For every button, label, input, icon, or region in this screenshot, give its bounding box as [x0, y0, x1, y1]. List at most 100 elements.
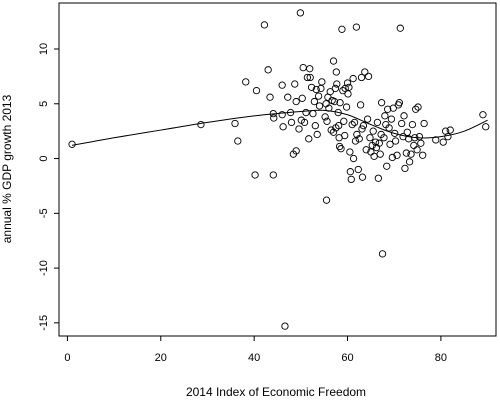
x-tick-label: 60 [341, 352, 353, 364]
data-point [482, 123, 490, 131]
data-point [68, 140, 76, 148]
data-point [393, 151, 401, 159]
data-point [242, 78, 250, 86]
data-point [403, 128, 411, 136]
data-points [68, 9, 490, 330]
data-point [420, 119, 428, 128]
data-point [369, 127, 377, 135]
x-tick-label: 80 [435, 352, 447, 364]
y-tick-label: -10 [38, 260, 50, 276]
data-point [386, 140, 394, 148]
data-point [298, 94, 306, 102]
data-point [311, 122, 319, 130]
data-point [432, 136, 440, 144]
data-point [439, 138, 447, 146]
data-point [339, 86, 347, 95]
data-point [351, 137, 360, 145]
data-point [391, 129, 399, 138]
data-point [363, 115, 372, 123]
data-point [419, 151, 427, 159]
data-point [366, 134, 374, 142]
data-point [338, 25, 346, 33]
data-point [346, 168, 354, 176]
y-axis: -15 -10 -5 0 5 10 [38, 43, 59, 331]
data-point [315, 102, 324, 110]
data-point [377, 99, 386, 107]
y-tick-label: -15 [38, 315, 50, 331]
data-point [401, 164, 409, 173]
data-point [359, 122, 368, 130]
data-point [348, 120, 356, 129]
data-point [331, 84, 340, 93]
data-point [413, 146, 421, 154]
data-point [417, 139, 425, 147]
data-point [358, 173, 367, 181]
data-point [321, 113, 329, 121]
data-point [197, 120, 205, 129]
data-point [306, 73, 314, 82]
data-point [384, 105, 392, 113]
data-point [355, 135, 363, 143]
data-point [300, 118, 309, 127]
data-point [284, 93, 292, 101]
data-point [374, 174, 382, 182]
data-point [410, 141, 418, 150]
data-point [479, 111, 487, 119]
data-point [292, 147, 300, 155]
data-point [398, 119, 406, 128]
data-point [364, 72, 373, 81]
data-point [292, 97, 300, 106]
data-point [361, 68, 369, 76]
data-point [345, 83, 353, 91]
data-point [396, 24, 404, 32]
data-point [341, 131, 349, 140]
data-point [234, 137, 242, 145]
data-point [266, 93, 274, 101]
data-point [391, 137, 400, 145]
data-point [346, 148, 354, 156]
data-point [376, 150, 384, 158]
data-point [340, 117, 348, 125]
data-point [356, 101, 365, 109]
data-point [350, 118, 359, 127]
data-point [342, 103, 351, 111]
data-point [381, 112, 389, 120]
data-point [325, 104, 333, 112]
x-tick-label: 20 [155, 352, 167, 364]
data-point [333, 80, 341, 88]
y-tick-label: 0 [38, 155, 50, 161]
data-point [269, 171, 277, 179]
y-tick-label: 10 [38, 43, 50, 55]
data-point [400, 112, 408, 120]
data-point [385, 124, 393, 132]
data-point [446, 126, 454, 134]
x-axis: 0 20 40 60 80 [64, 336, 447, 364]
y-axis-label: annual % GDP growth 2013 [0, 94, 14, 243]
data-point [322, 196, 331, 204]
y-tick-label: 5 [38, 101, 50, 107]
data-point [291, 80, 299, 88]
data-point [389, 104, 397, 112]
data-point [408, 120, 417, 129]
data-point [347, 175, 355, 184]
data-point [332, 68, 340, 76]
data-point [317, 84, 325, 93]
data-point [405, 158, 414, 166]
data-point [278, 81, 286, 89]
data-point [371, 138, 380, 146]
data-point [329, 57, 338, 65]
data-point [373, 118, 382, 127]
data-point [378, 250, 387, 258]
data-point [330, 97, 339, 106]
data-point [412, 105, 420, 113]
data-point [407, 150, 415, 158]
data-point [414, 103, 422, 111]
data-point [352, 23, 361, 31]
smooth-curve [71, 109, 488, 146]
data-point [270, 114, 278, 122]
data-point [252, 86, 261, 95]
data-point [349, 74, 357, 83]
data-point [387, 115, 396, 123]
data-point [323, 117, 331, 125]
